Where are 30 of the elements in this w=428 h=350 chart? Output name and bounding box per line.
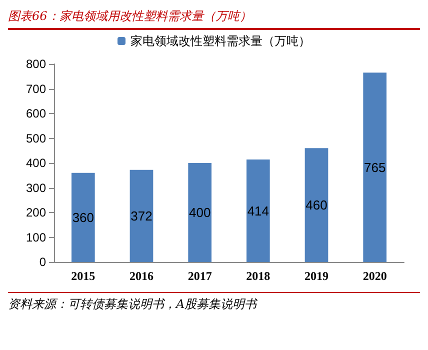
legend-label: 家电领域改性塑料需求量（万吨）	[130, 34, 310, 48]
data-label: 460	[306, 198, 328, 213]
data-label: 414	[247, 203, 270, 218]
x-tick-label: 2019	[304, 269, 328, 283]
data-label: 372	[130, 208, 152, 224]
bar	[246, 160, 270, 262]
y-tick-label: 500	[26, 131, 46, 146]
y-tick-label: 400	[26, 156, 46, 170]
data-label: 400	[188, 205, 211, 220]
bar	[130, 170, 154, 262]
data-label: 765	[364, 160, 386, 175]
y-tick-label: 100	[26, 230, 46, 244]
bar	[188, 163, 212, 262]
text: 资料来源：可转债募集说明书，A股募集说明书	[8, 296, 258, 313]
x-tick-label: 2016	[130, 269, 154, 283]
bar	[363, 72, 386, 262]
y-tick-label: 600	[26, 106, 46, 120]
y-tick-label: 800	[26, 57, 46, 71]
y-tick-label: 700	[26, 82, 46, 96]
y-tick-label: 200	[26, 206, 46, 220]
y-tick-label: 300	[26, 180, 46, 195]
x-tick-label: 2015	[71, 269, 96, 283]
x-tick-label: 2018	[246, 269, 270, 283]
y-tick-label: 0	[39, 255, 46, 269]
bar	[304, 148, 328, 262]
chart-title: 图表66：家电领域用改性塑料需求量（万吨）	[8, 8, 252, 25]
bar	[72, 172, 95, 262]
x-tick-label: 2020	[362, 269, 387, 283]
data-label: 360	[72, 210, 94, 225]
x-tick-label: 2017	[188, 269, 212, 283]
